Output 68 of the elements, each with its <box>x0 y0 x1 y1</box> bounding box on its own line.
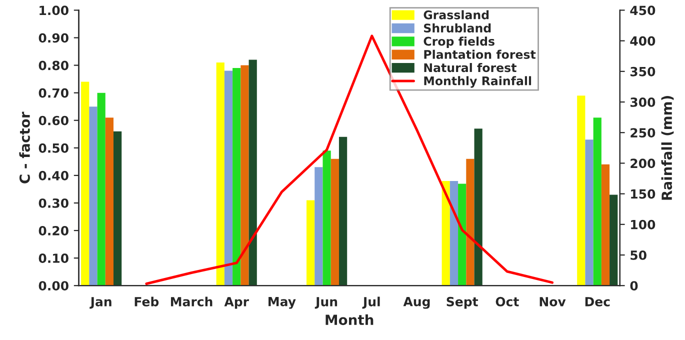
x-tick-label: Jul <box>362 296 380 309</box>
bar <box>442 180 450 286</box>
y-tick-label: 0.50 <box>38 143 68 153</box>
y2-tick-label: 0 <box>630 281 638 291</box>
bar <box>314 167 323 286</box>
y-axis-title: C - factor <box>19 112 30 184</box>
bar <box>248 60 257 286</box>
y-tick-label: 0.10 <box>38 254 68 263</box>
legend-label: Crop fields <box>424 36 494 48</box>
y2-tick-label: 250 <box>630 128 656 138</box>
legend-label: Grassland <box>424 10 489 20</box>
bar <box>224 70 233 286</box>
bar <box>114 131 122 286</box>
y2-tick-label: 200 <box>630 158 656 168</box>
bar <box>105 118 114 286</box>
bar <box>97 92 106 286</box>
x-tick-label: Feb <box>134 296 159 306</box>
bar <box>458 184 466 286</box>
bar <box>240 65 249 286</box>
y2-tick-label: 50 <box>630 250 646 260</box>
bar <box>216 62 224 286</box>
x-tick-label: Oct <box>496 296 519 306</box>
y2-axis-title: Rainfall (mm) <box>661 96 674 200</box>
bar <box>338 136 348 286</box>
y2-tick-label: 150 <box>631 189 656 199</box>
bar <box>81 82 90 286</box>
bar <box>466 158 474 286</box>
y2-tick-label: 100 <box>631 220 656 230</box>
y-tick-label: 1.00 <box>40 6 68 16</box>
x-tick-label: Apr <box>224 297 249 309</box>
y-tick-label: 0.80 <box>38 60 68 70</box>
line-series <box>145 34 554 286</box>
y2-tick-label: 350 <box>630 66 656 76</box>
y2-tick-label: 450 <box>630 6 656 16</box>
y2-tick-label: 300 <box>630 97 656 107</box>
x-tick-label: Nov <box>540 297 566 306</box>
bar <box>593 118 602 286</box>
x-tick-label: Jan <box>90 297 112 309</box>
bar <box>450 180 458 286</box>
bar <box>585 140 594 286</box>
y-tick-label: 0.40 <box>38 170 68 180</box>
bar <box>322 150 331 286</box>
x-axis-title: Month <box>326 314 374 326</box>
bar <box>306 200 315 286</box>
x-tick-label: Aug <box>403 297 430 309</box>
x-tick-label: May <box>268 297 296 309</box>
x-tick-label: Sept <box>446 296 478 309</box>
x-tick-label: Dec <box>585 297 610 306</box>
legend-label: Plantation forest <box>424 50 536 59</box>
y-tick-label: 0.60 <box>38 116 68 126</box>
y-tick-label: 0.00 <box>38 281 68 291</box>
y-tick-label: 0.30 <box>38 198 68 208</box>
bar <box>232 68 241 286</box>
x-tick-label: Jun <box>314 297 338 309</box>
bar <box>577 96 586 286</box>
y-tick-label: 0.90 <box>38 33 68 43</box>
bar <box>474 128 482 286</box>
y2-tick-label: 400 <box>630 36 656 46</box>
bar <box>89 106 98 286</box>
bar <box>610 194 618 286</box>
legend-label: Natural forest <box>424 62 516 72</box>
y-tick-label: 0.20 <box>38 226 68 236</box>
x-tick-label: March <box>170 296 212 306</box>
bar <box>601 164 610 286</box>
legend-label: Monthly Rainfall <box>424 76 532 88</box>
bar <box>330 158 339 286</box>
y-tick-label: 0.70 <box>38 88 68 98</box>
legend-label: Shrubland <box>424 23 491 33</box>
